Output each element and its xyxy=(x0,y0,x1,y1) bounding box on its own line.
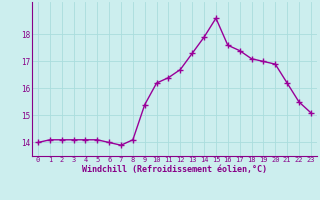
X-axis label: Windchill (Refroidissement éolien,°C): Windchill (Refroidissement éolien,°C) xyxy=(82,165,267,174)
